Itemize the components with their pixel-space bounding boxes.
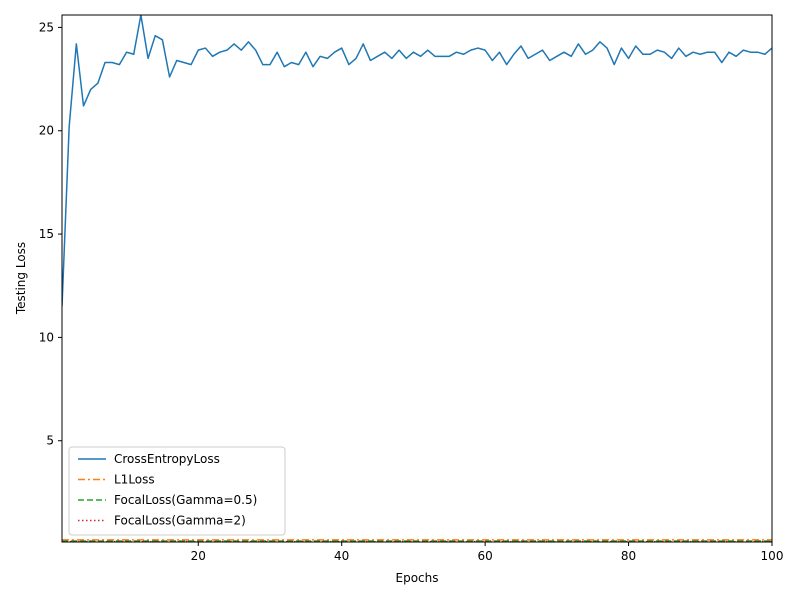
y-axis-ticks: 5 10 15 20 25: [39, 20, 62, 448]
x-tick-label: 100: [761, 549, 784, 563]
legend-box: [68, 446, 286, 536]
y-tick-label: 20: [39, 124, 54, 138]
legend-label: CrossEntropyLoss: [114, 452, 220, 466]
x-tick-label: 40: [334, 549, 349, 563]
legend-label: FocalLoss(Gamma=0.5): [114, 493, 257, 507]
x-tick-label: 60: [477, 549, 492, 563]
legend-label: FocalLoss(Gamma=2): [114, 514, 246, 528]
legend: CrossEntropyLoss L1Loss FocalLoss(Gamma=0.…: [68, 446, 286, 536]
legend-label: L1Loss: [114, 473, 155, 487]
x-tick-label: 80: [621, 549, 636, 563]
x-axis-label: Epochs: [396, 571, 439, 585]
y-axis-label: Testing Loss: [14, 242, 28, 315]
y-tick-label: 15: [39, 227, 54, 241]
series-line-crossentropyloss: [62, 15, 772, 307]
plot-frame: [61, 14, 773, 543]
x-tick-label: 20: [191, 549, 206, 563]
y-tick-label: 10: [39, 330, 54, 344]
series-layer: [62, 15, 772, 542]
y-tick-label: 25: [39, 20, 54, 34]
y-tick-label: 5: [46, 434, 54, 448]
x-axis-ticks: 20 40 60 80 100: [191, 542, 784, 563]
